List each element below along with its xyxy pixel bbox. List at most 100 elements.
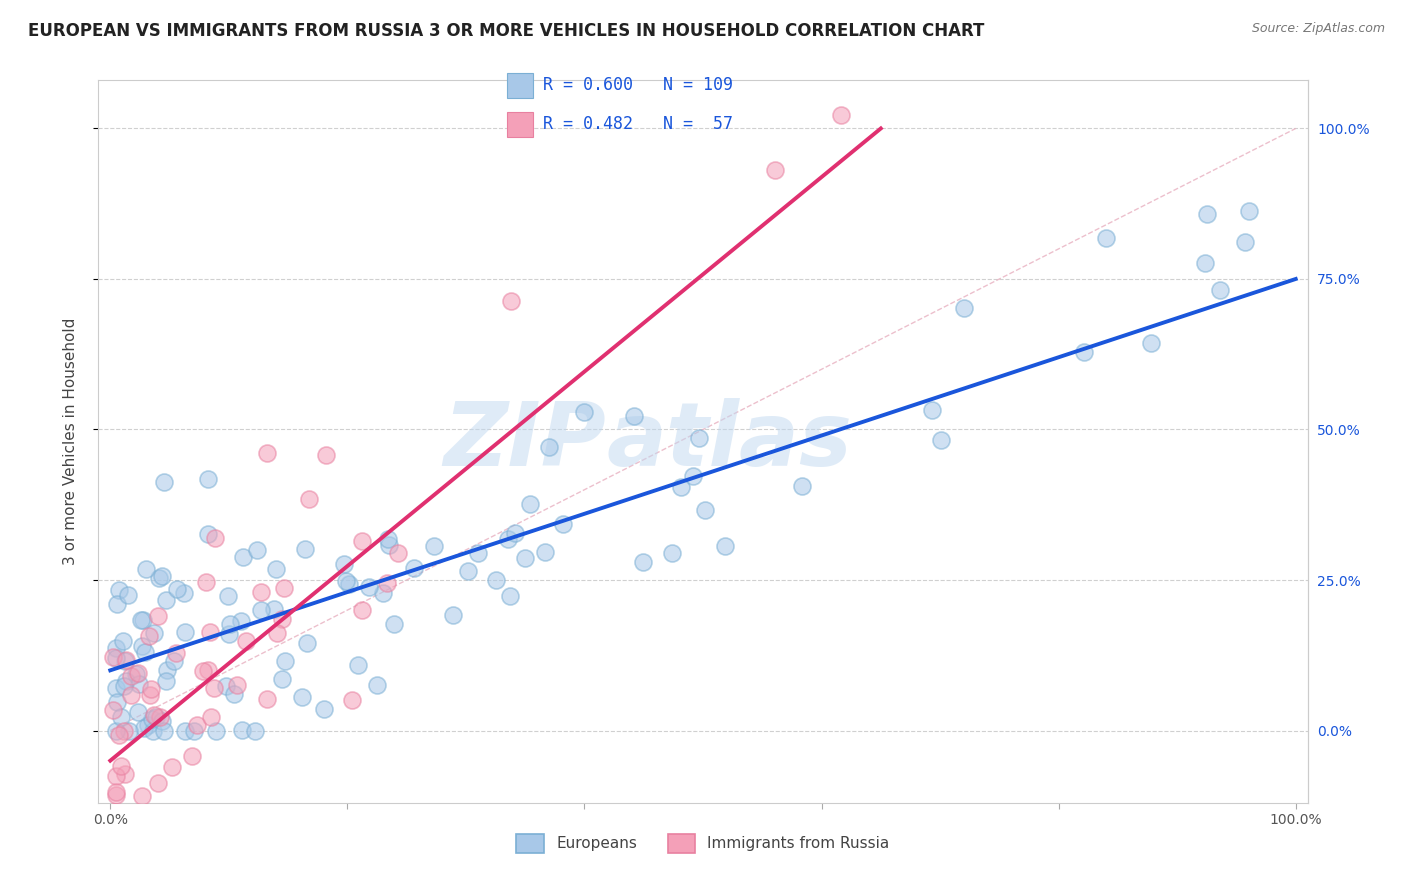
Bar	[508, 112, 533, 137]
Point	[108, 583, 131, 598]
Point	[120, 688, 142, 702]
Point	[921, 403, 943, 417]
Point	[186, 718, 208, 732]
Point	[1194, 256, 1216, 270]
Point	[198, 625, 221, 640]
Point	[533, 545, 555, 559]
Point	[263, 602, 285, 616]
Point	[129, 613, 152, 627]
Point	[127, 665, 149, 680]
Point	[120, 669, 142, 683]
Point	[215, 679, 238, 693]
Point	[155, 592, 177, 607]
Point	[297, 492, 319, 507]
Point	[953, 301, 976, 316]
Point	[138, 629, 160, 643]
Point	[350, 533, 373, 548]
Point	[139, 682, 162, 697]
Point	[128, 676, 150, 690]
Point	[266, 626, 288, 640]
Point	[485, 573, 508, 587]
Point	[499, 294, 522, 309]
Point	[155, 673, 177, 688]
Point	[173, 586, 195, 600]
Point	[197, 664, 219, 678]
Point	[387, 546, 409, 560]
Point	[166, 582, 188, 596]
Point	[246, 542, 269, 557]
Point	[112, 724, 135, 739]
Point	[373, 586, 395, 600]
Point	[117, 723, 139, 738]
Point	[132, 613, 155, 627]
Point	[145, 710, 167, 724]
Point	[101, 806, 124, 821]
Point	[231, 723, 253, 737]
Point	[153, 723, 176, 738]
Text: R = 0.600   N = 109: R = 0.600 N = 109	[543, 77, 734, 95]
Point	[191, 665, 214, 679]
Point	[225, 678, 247, 692]
Point	[218, 627, 240, 641]
Point	[200, 710, 222, 724]
Point	[148, 776, 170, 790]
Point	[134, 644, 156, 658]
Point	[830, 108, 852, 122]
Point	[115, 673, 138, 688]
Point	[499, 589, 522, 603]
Point	[790, 479, 813, 493]
Point	[297, 636, 319, 650]
Point	[110, 710, 132, 724]
Bar	[508, 72, 533, 98]
Point	[112, 678, 135, 692]
Point	[146, 609, 169, 624]
Y-axis label: 3 or more Vehicles in Household: 3 or more Vehicles in Household	[63, 318, 77, 566]
Text: EUROPEAN VS IMMIGRANTS FROM RUSSIA 3 OR MORE VEHICLES IN HOUSEHOLD CORRELATION C: EUROPEAN VS IMMIGRANTS FROM RUSSIA 3 OR …	[28, 22, 984, 40]
Point	[538, 440, 561, 454]
Point	[519, 497, 541, 511]
Point	[553, 516, 575, 531]
Point	[156, 663, 179, 677]
Point	[661, 546, 683, 560]
Point	[127, 705, 149, 719]
Point	[245, 723, 267, 738]
Point	[163, 654, 186, 668]
Point	[291, 690, 314, 704]
Point	[114, 766, 136, 780]
Point	[250, 602, 273, 616]
Point	[218, 616, 240, 631]
Point	[256, 446, 278, 460]
Point	[1073, 344, 1095, 359]
Point	[105, 641, 128, 656]
Point	[505, 525, 527, 540]
Point	[142, 723, 165, 738]
Point	[174, 624, 197, 639]
Point	[402, 561, 425, 575]
Point	[112, 634, 135, 648]
Point	[217, 589, 239, 603]
Point	[441, 608, 464, 623]
Point	[104, 805, 127, 819]
Point	[229, 614, 252, 628]
Point	[202, 681, 225, 696]
Point	[112, 854, 135, 868]
Point	[105, 769, 128, 783]
Point	[498, 532, 520, 546]
Point	[134, 813, 156, 827]
Point	[204, 531, 226, 545]
Point	[105, 597, 128, 611]
Point	[142, 626, 165, 640]
Point	[205, 723, 228, 738]
Point	[117, 588, 139, 602]
Point	[315, 448, 337, 462]
Point	[141, 712, 163, 726]
Point	[1233, 235, 1256, 250]
Point	[384, 616, 406, 631]
Point	[378, 538, 401, 552]
Point	[623, 409, 645, 423]
Point	[160, 759, 183, 773]
Legend: Europeans, Immigrants from Russia: Europeans, Immigrants from Russia	[509, 826, 897, 860]
Point	[148, 571, 170, 585]
Point	[814, 20, 837, 34]
Point	[337, 577, 360, 591]
